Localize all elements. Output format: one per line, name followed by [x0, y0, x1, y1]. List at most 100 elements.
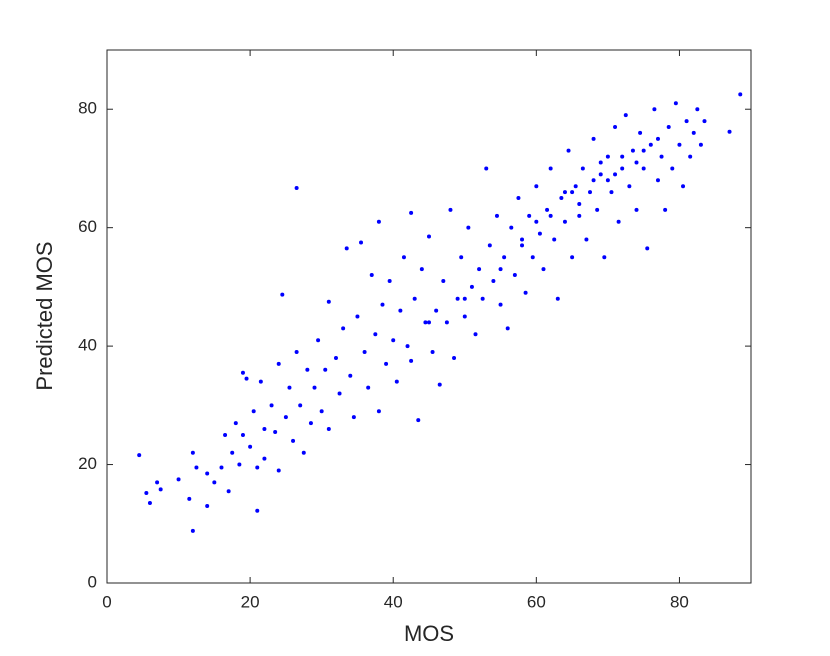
point [305, 367, 310, 372]
point [158, 487, 163, 492]
point [226, 489, 231, 494]
point [487, 243, 492, 248]
point [595, 207, 600, 212]
point [702, 119, 707, 124]
point [666, 124, 671, 129]
point [398, 308, 403, 313]
point [698, 142, 703, 147]
point [144, 490, 149, 495]
point [620, 154, 625, 159]
point [591, 136, 596, 141]
point [258, 379, 263, 384]
point [255, 508, 260, 513]
point [634, 160, 639, 165]
point [262, 427, 267, 432]
point [555, 296, 560, 301]
point [276, 468, 281, 473]
point [355, 314, 360, 319]
x-tick-label: 40 [384, 592, 403, 611]
point [552, 237, 557, 242]
point [459, 255, 464, 260]
point [695, 107, 700, 112]
x-tick-label: 80 [670, 592, 689, 611]
point [602, 255, 607, 260]
point [273, 429, 278, 434]
point [155, 480, 160, 485]
point [484, 166, 489, 171]
point [205, 471, 210, 476]
point [441, 278, 446, 283]
point [545, 207, 550, 212]
point [477, 267, 482, 272]
x-axis-label: MOS [404, 621, 454, 646]
point [380, 302, 385, 307]
plot-frame [106, 49, 752, 584]
point [562, 219, 567, 224]
point [212, 480, 217, 485]
point [548, 213, 553, 218]
point [262, 456, 267, 461]
point [333, 355, 338, 360]
point [652, 107, 657, 112]
point [623, 113, 628, 118]
point [591, 178, 596, 183]
point [312, 385, 317, 390]
point [655, 136, 660, 141]
point [577, 201, 582, 206]
point [677, 142, 682, 147]
point [419, 267, 424, 272]
x-tick-label: 20 [241, 592, 260, 611]
point [505, 326, 510, 331]
point [588, 190, 592, 195]
point [727, 129, 732, 134]
point [523, 290, 528, 295]
y-tick-label: 40 [78, 336, 97, 355]
point [616, 219, 621, 224]
point [691, 130, 696, 135]
point [541, 267, 546, 272]
point [469, 284, 474, 289]
point [326, 299, 331, 304]
point [613, 172, 618, 177]
point [673, 101, 678, 106]
point [416, 418, 421, 423]
point [613, 124, 618, 129]
point [530, 255, 535, 260]
point [348, 373, 353, 378]
point [627, 184, 632, 189]
point [337, 391, 342, 396]
point [688, 154, 693, 159]
point [638, 130, 643, 135]
point [437, 382, 442, 387]
point [509, 225, 514, 230]
point [384, 361, 389, 366]
point [562, 190, 567, 195]
x-tick-label: 0 [102, 592, 111, 611]
point [494, 213, 499, 218]
point [566, 148, 571, 153]
point [240, 370, 245, 375]
point [681, 184, 686, 189]
point [326, 427, 331, 432]
point [430, 350, 435, 355]
point [401, 255, 406, 260]
point [269, 403, 274, 408]
y-tick-label: 80 [78, 99, 97, 118]
point [341, 326, 346, 331]
point [376, 219, 381, 224]
point [190, 528, 195, 533]
point [670, 166, 675, 171]
point [641, 166, 646, 171]
point [248, 444, 253, 449]
y-axis-label: Predicted MOS [32, 241, 57, 390]
point [255, 465, 260, 470]
point [233, 421, 238, 426]
point [620, 166, 625, 171]
point [559, 196, 564, 201]
point [663, 207, 668, 212]
point [405, 344, 410, 349]
point [641, 148, 646, 153]
point [498, 302, 503, 307]
point [137, 453, 142, 458]
